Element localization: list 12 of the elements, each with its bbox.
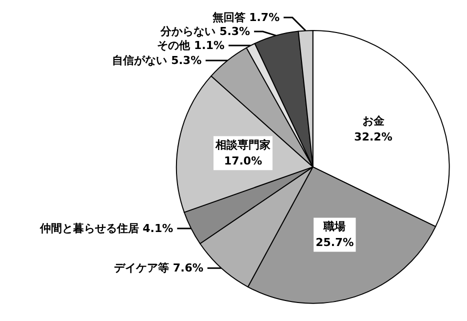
slice-label: 仲間と暮らせる住居 4.1%: [38, 222, 174, 235]
slice-label: デイケア等 7.6%: [114, 262, 204, 275]
slice-label: 分からない 5.3%: [160, 25, 250, 38]
slice-label: お金: [362, 114, 386, 128]
slice-label: その他 1.1%: [157, 39, 225, 52]
slice-label: 職場: [322, 220, 346, 234]
data-label: 17.0%: [224, 154, 262, 168]
data-label: 32.2%: [354, 130, 392, 144]
data-label: 25.7%: [316, 236, 354, 250]
slice-label: 無回答 1.7%: [211, 11, 280, 24]
slice-label: 相談専門家: [214, 138, 271, 152]
slice-label: 自信がない 5.3%: [112, 54, 202, 67]
